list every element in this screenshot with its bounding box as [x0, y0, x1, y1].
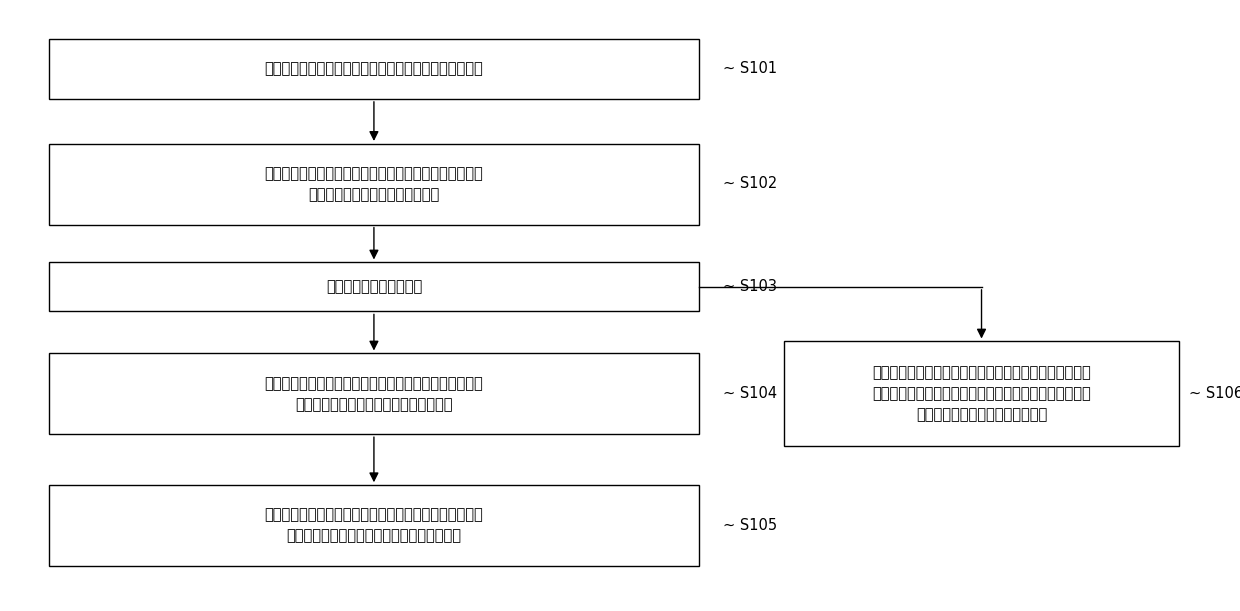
Text: ∼ S103: ∼ S103: [723, 279, 777, 295]
Text: 基于更新后的达到最大化霜时间的连续化霜次数和初始最
大化霜时间，设置下一次化霜的最大化霜时间: 基于更新后的达到最大化霜时间的连续化霜次数和初始最 大化霜时间，设置下一次化霜的…: [264, 508, 484, 544]
Text: ∼ S105: ∼ S105: [723, 518, 777, 533]
Bar: [784, 342, 1179, 446]
Bar: [48, 262, 699, 312]
Bar: [48, 144, 699, 225]
Text: ∼ S106: ∼ S106: [1189, 386, 1240, 401]
Text: 进入化霜模式，并检测达到最大化霜时间的连续化霜次数: 进入化霜模式，并检测达到最大化霜时间的连续化霜次数: [264, 62, 484, 76]
Bar: [48, 353, 699, 434]
Bar: [48, 39, 699, 99]
Text: 根据达到最大化霜时间的连续化霜次数和初始最大化霜时
间，设置本次化霜的最大化霜时间: 根据达到最大化霜时间的连续化霜次数和初始最大化霜时 间，设置本次化霜的最大化霜时…: [264, 166, 484, 202]
Text: 记录本次化霜的化霜时间: 记录本次化霜的化霜时间: [326, 279, 422, 295]
Text: ∼ S101: ∼ S101: [723, 62, 777, 76]
Text: ∼ S104: ∼ S104: [723, 386, 777, 401]
Text: 当本次化霜的化霜时间达到本次化霜的最大化霜时间时，
则更新达到最大化霜时间的连续化霜次数: 当本次化霜的化霜时间达到本次化霜的最大化霜时间时， 则更新达到最大化霜时间的连续…: [264, 376, 484, 412]
Bar: [48, 485, 699, 566]
Text: 当达到退出化霜模式的条件时，如果本次化霜的化霜时间
未达到本次化霜的最大化霜时间，则将下一次化霜的最大
化霜时间设置为初始最大化霜时间: 当达到退出化霜模式的条件时，如果本次化霜的化霜时间 未达到本次化霜的最大化霜时间…: [872, 365, 1091, 422]
Text: ∼ S102: ∼ S102: [723, 177, 777, 191]
